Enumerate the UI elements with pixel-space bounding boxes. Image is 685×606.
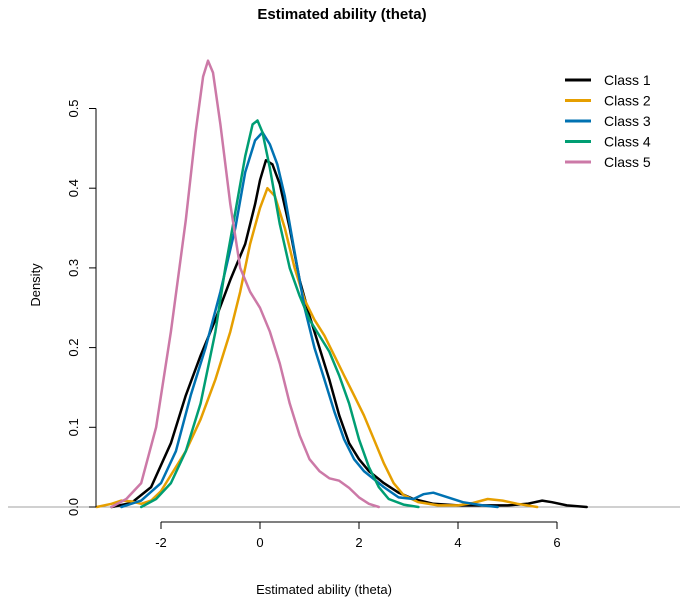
legend-label-class-5: Class 5 [604,154,651,170]
x-axis: -2 0 2 4 6 [155,521,561,550]
chart-title: Estimated ability (theta) [257,6,426,23]
series-line-class-3 [120,131,499,509]
y-tick-label: 0.1 [66,418,81,436]
legend: Class 1 Class 2 Class 3 Class 4 Class 5 [565,72,651,170]
y-tick-label: 0.4 [66,179,81,197]
y-axis: 0.0 0.1 0.2 0.3 0.4 0.5 [66,99,97,516]
legend-label-class-4: Class 4 [604,134,651,150]
x-tick-label: 4 [454,535,461,550]
y-tick-label: 0.5 [66,99,81,117]
legend-label-class-2: Class 2 [604,93,651,109]
series-line-class-5 [110,59,381,509]
series-group [95,59,588,509]
x-tick-label: 0 [256,535,263,550]
y-tick-label: 0.3 [66,259,81,277]
legend-label-class-1: Class 1 [604,72,651,88]
y-tick-label: 0.2 [66,339,81,357]
series-line-class-4 [139,119,420,509]
x-tick-label: -2 [155,535,167,550]
x-tick-label: 2 [355,535,362,550]
x-axis-label: Estimated ability (theta) [256,582,392,597]
y-axis-label: Density [28,263,43,307]
legend-label-class-3: Class 3 [604,113,651,129]
x-tick-label: 6 [553,535,560,550]
y-tick-label: 0.0 [66,498,81,516]
